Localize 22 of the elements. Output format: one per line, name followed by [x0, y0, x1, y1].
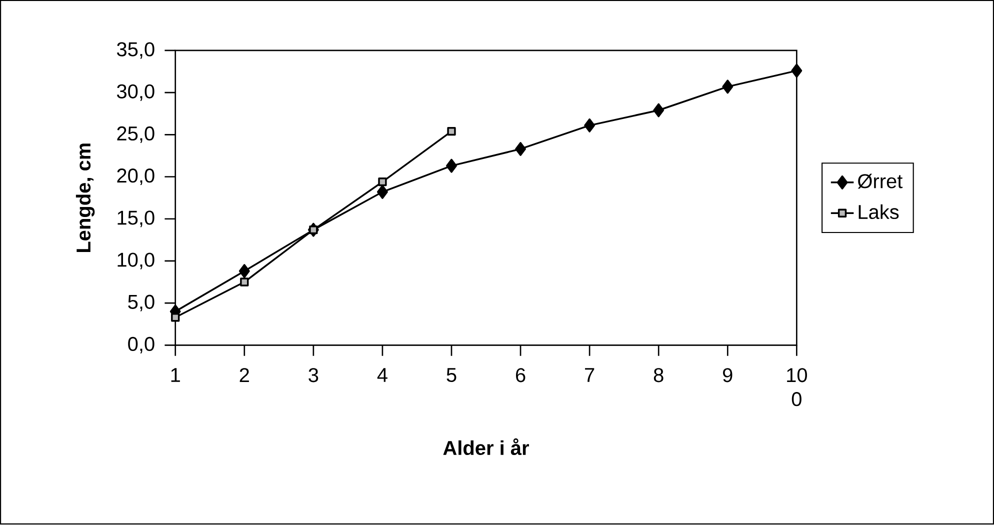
legend-label: Ørret — [858, 174, 903, 189]
y-tick-label: 25,0 — [117, 126, 154, 144]
x-tick-label: 1 — [171, 368, 180, 382]
x-tick-label: 5 — [446, 368, 456, 382]
x-tick-label: 3 — [308, 368, 318, 382]
y-tick-label: 35,0 — [116, 42, 154, 59]
x-tick-label: 9 — [723, 368, 732, 382]
x-tick-label: 7 — [585, 368, 594, 382]
y-tick-label: 30,0 — [116, 84, 154, 102]
x-tick-label: 4 — [377, 368, 388, 382]
x-tick-label: 10 0 — [787, 368, 807, 406]
y-tick-label: 15,0 — [118, 210, 154, 228]
x-tick-label: 8 — [654, 368, 664, 382]
x-axis-title: Alder i år — [443, 438, 530, 456]
y-axis-title: Lengde, cm — [76, 144, 95, 252]
y-tick-label: 5,0 — [128, 295, 154, 312]
y-tick-label: 20,0 — [117, 168, 154, 186]
x-tick-label: 6 — [516, 368, 526, 382]
y-tick-label: 0,0 — [128, 337, 154, 354]
legend-label: Laks — [858, 204, 899, 220]
y-tick-label: 10,0 — [118, 252, 154, 270]
x-tick-label: 2 — [240, 368, 249, 382]
